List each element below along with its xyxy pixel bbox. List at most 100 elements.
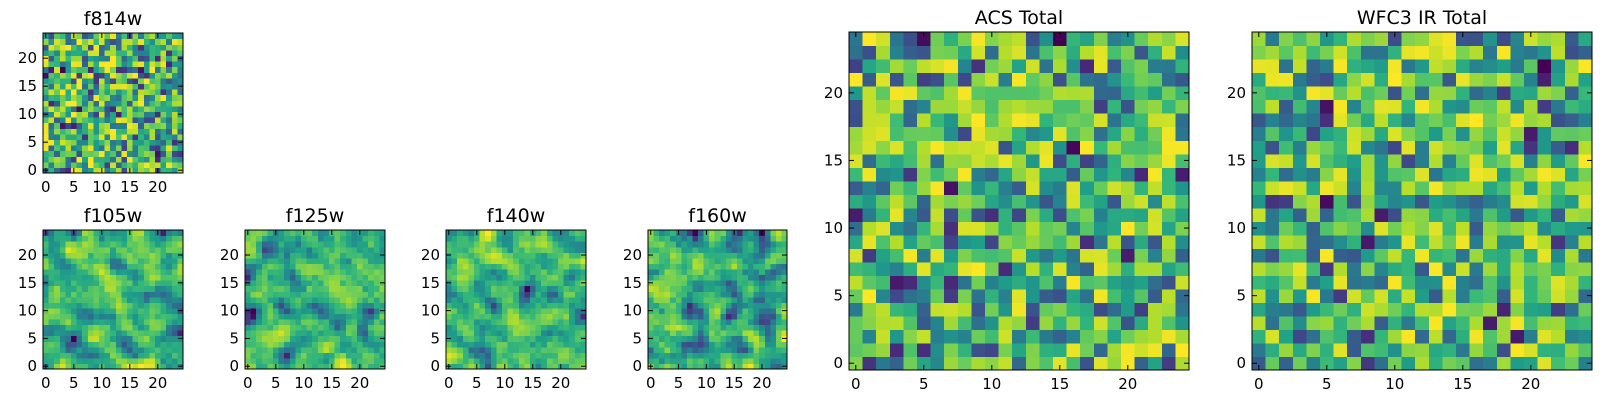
heatmap-cell (849, 194, 864, 209)
heatmap-cell (530, 263, 537, 270)
heatmap-cell (1510, 194, 1525, 209)
heatmap-cell (1578, 153, 1593, 168)
heatmap-cell (138, 318, 145, 326)
heatmap-cell (166, 33, 173, 40)
heatmap-cell (93, 128, 100, 135)
heatmap-cell (998, 261, 1013, 276)
heatmap-cell (93, 77, 100, 84)
heatmap-cell (99, 44, 106, 51)
heatmap-cell (149, 139, 156, 146)
heatmap-cell (115, 167, 122, 174)
heatmap-cell (82, 117, 89, 124)
heatmap-cell (1401, 86, 1416, 101)
heatmap-cell (1360, 302, 1375, 317)
y-tick-label: 15 (18, 274, 37, 292)
heatmap-cell (1320, 86, 1335, 101)
heatmap-cell (1039, 248, 1054, 263)
heatmap-cell (457, 274, 464, 281)
heatmap-cell (110, 89, 117, 96)
heatmap-cell (132, 156, 139, 163)
heatmap-cell (703, 346, 710, 353)
heatmap-cell (1524, 140, 1539, 155)
heatmap-cell (104, 111, 111, 118)
heatmap-cell (742, 246, 749, 253)
heatmap-cell (284, 263, 291, 270)
heatmap-cell (284, 241, 291, 248)
heatmap-cell (1175, 140, 1190, 155)
heatmap-cell (59, 83, 66, 90)
heatmap-cell (48, 263, 55, 270)
heatmap-cell (166, 257, 173, 264)
heatmap-cell (345, 291, 352, 298)
heatmap-cell (670, 324, 677, 331)
heatmap-cell (703, 296, 710, 303)
heatmap-cell (1134, 248, 1149, 263)
heatmap-cell (1093, 45, 1108, 60)
heatmap-cell (261, 235, 268, 242)
heatmap-cell (54, 150, 61, 157)
heatmap-cell (725, 357, 732, 365)
heatmap-cell (373, 330, 380, 337)
heatmap-cell (115, 307, 122, 314)
heatmap-cell (1415, 45, 1430, 60)
heatmap-cell (1360, 275, 1375, 290)
heatmap-cell (99, 161, 106, 168)
heatmap-cell (686, 252, 694, 259)
heatmap-cell (132, 346, 139, 353)
heatmap-cell (518, 363, 525, 370)
heatmap-cell (99, 252, 106, 259)
heatmap-cell (748, 346, 755, 353)
heatmap-cell (99, 296, 106, 303)
heatmap-cell (166, 145, 173, 152)
heatmap-cell (54, 324, 61, 331)
heatmap-cell (43, 291, 50, 298)
heatmap-cell (115, 77, 122, 84)
heatmap-cell (1053, 221, 1068, 236)
heatmap-cell (971, 275, 986, 290)
heatmap-cell (1469, 167, 1484, 182)
heatmap-cell (1401, 140, 1416, 155)
heatmap-cell (1093, 72, 1108, 87)
heatmap-cell (273, 291, 280, 298)
heatmap-cell (121, 72, 128, 79)
heatmap-cell (1524, 221, 1539, 236)
heatmap-cell (82, 330, 89, 337)
heatmap-cell (273, 285, 280, 292)
heatmap-cell (1496, 126, 1511, 141)
heatmap-cell (451, 341, 458, 348)
heatmap-cell (957, 140, 972, 155)
heatmap-cell (127, 274, 134, 281)
heatmap-cell (54, 61, 61, 68)
heatmap-cell (1252, 342, 1267, 358)
heatmap-cell (580, 285, 587, 292)
heatmap-cell (1483, 72, 1498, 87)
heatmap-cell (1496, 140, 1511, 155)
heatmap-cell (1279, 234, 1294, 249)
y-tick-label: 20 (220, 246, 239, 264)
heatmap-cell (775, 330, 783, 337)
heatmap-cell (742, 335, 749, 342)
heatmap-cell (289, 246, 296, 253)
heatmap-cell (725, 302, 732, 309)
heatmap-cell (1428, 207, 1443, 222)
heatmap-cell (1510, 126, 1525, 141)
heatmap-cell (1265, 288, 1280, 303)
heatmap-cell (1306, 248, 1321, 263)
heatmap-cell (301, 357, 308, 365)
heatmap-cell (340, 230, 347, 237)
heatmap-cell (944, 329, 959, 344)
heatmap-cell (99, 94, 106, 101)
heatmap-cell (496, 296, 503, 303)
heatmap-cell (54, 307, 61, 314)
heatmap-cell (664, 296, 671, 303)
heatmap-cell (149, 161, 156, 168)
heatmap-cell (1401, 32, 1416, 47)
heatmap-cell (558, 357, 565, 365)
heatmap-cell (971, 59, 986, 74)
heatmap-cell (736, 274, 744, 281)
heatmap-cell (59, 274, 66, 281)
heatmap-cell (48, 38, 55, 45)
heatmap-cell (143, 150, 150, 157)
heatmap-cell (87, 117, 94, 124)
heatmap-cell (110, 150, 117, 157)
